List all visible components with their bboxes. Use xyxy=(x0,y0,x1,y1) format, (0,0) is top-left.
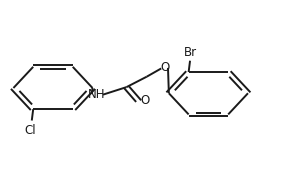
Text: Cl: Cl xyxy=(24,124,36,137)
Text: NH: NH xyxy=(88,88,106,101)
Text: O: O xyxy=(140,94,149,107)
Text: O: O xyxy=(160,61,169,74)
Text: Br: Br xyxy=(184,46,197,59)
